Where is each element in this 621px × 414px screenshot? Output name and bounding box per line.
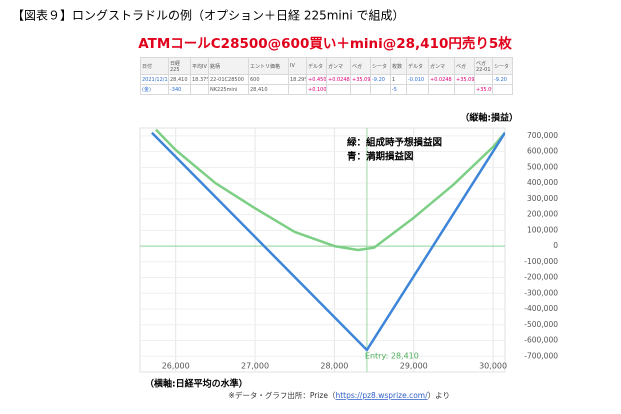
cell (350, 84, 371, 95)
footer-link[interactable]: https://pz8.wsprize.com/ (335, 391, 428, 400)
column-header: IV (288, 57, 307, 75)
y-tick-label: -700,000 (524, 351, 558, 360)
y-tick-label: -500,000 (524, 320, 558, 329)
figure-title: 【図表９】ロングストラドルの例（オプション＋日経 225mini で組成） (12, 9, 405, 23)
legend-entry: 青：満期損益図 (347, 151, 414, 163)
y-tick-label: 100,000 (527, 225, 558, 234)
y-tick-label: -100,000 (524, 257, 558, 266)
column-header: 枚数 (390, 57, 407, 75)
cell: 1 (390, 74, 407, 85)
y-tick-label: 400,000 (527, 178, 558, 187)
cell (288, 84, 307, 95)
column-header: ベガ (454, 57, 475, 75)
x-tick-label: 29,000 (400, 362, 428, 371)
cell: 18.29% (288, 74, 307, 85)
series-line (155, 128, 505, 252)
column-header: デルタ (306, 57, 327, 75)
cell: +0.450 (306, 74, 327, 85)
footer-suffix: ）より (428, 391, 450, 400)
cell: 2021/12/10 (140, 74, 169, 85)
y-axis-label: （縦軸:損益） (460, 112, 518, 124)
column-header: シータ (492, 57, 513, 75)
cell: +0.100 (306, 84, 327, 95)
x-tick-label: 27,000 (241, 362, 269, 371)
y-tick-label: -200,000 (524, 273, 558, 282)
cell: 28,410 (248, 84, 289, 95)
greeks-table: 日付 日経225 平均IV 銘柄 エントリ価格 IV デルタ ガンマ ベガ シータ 枚数 デルタ ガンマ… (140, 57, 513, 95)
cell (406, 84, 429, 95)
cell: +0.0248 (326, 74, 351, 85)
cell: -5 (390, 84, 407, 95)
y-tick-label: 500,000 (527, 162, 558, 171)
x-tick-label: 28,000 (320, 362, 348, 371)
cell: 22-01C28500 (208, 74, 249, 85)
column-header: ガンマ (326, 57, 351, 75)
y-tick-label: 0 (553, 241, 558, 250)
entry-label: Entry: 28,410 (365, 352, 419, 361)
column-header: 銘柄 (208, 57, 249, 75)
x-tick-label: 30,000 (479, 362, 507, 371)
cell (492, 84, 513, 95)
cell: 600 (248, 74, 289, 85)
cell: +0.0248 (428, 74, 455, 85)
series-line (151, 131, 505, 352)
cell: -9.20 (492, 74, 513, 85)
y-tick-label: -600,000 (524, 336, 558, 345)
cell (428, 84, 455, 95)
column-header: ベガ (350, 57, 371, 75)
y-tick-label: 600,000 (527, 147, 558, 156)
cell (326, 84, 351, 95)
x-tick-label: 26,000 (162, 362, 190, 371)
chart-title: ATMコールC28500@600買い＋mini@28,410円売り5枚 (138, 35, 512, 52)
cell: +35.09 (474, 84, 493, 95)
data-row: 2021/12/1028,41018.37%22-01C2850060018.2… (140, 74, 513, 85)
column-header: 平均IV (190, 57, 209, 75)
cell: -0.010 (406, 74, 429, 85)
column-header: 日付 (140, 57, 169, 75)
column-header: ベガ22-01 (474, 57, 493, 75)
column-header: 日経225 (168, 57, 191, 75)
plot-area (139, 127, 506, 373)
y-tick-label: -400,000 (524, 304, 558, 313)
cell: 18.37% (190, 74, 209, 85)
column-header: エントリ価格 (248, 57, 289, 75)
legend-entry: 緑：組成時予想損益図 (347, 137, 442, 149)
column-header: デルタ (406, 57, 429, 75)
cell (370, 84, 391, 95)
cell: -340 (168, 84, 191, 95)
y-tick-label: 300,000 (527, 194, 558, 203)
y-tick-label: -300,000 (524, 288, 558, 297)
y-tick-label: 700,000 (527, 131, 558, 140)
footer: ※データ・グラフ出所：Prize（https://pz8.wsprize.com… (229, 390, 450, 400)
cell: NK225mini (208, 84, 249, 95)
header-row: 日付 日経225 平均IV 銘柄 エントリ価格 IV デルタ ガンマ ベガ シータ 枚数 デルタ ガンマ… (140, 57, 513, 75)
x-axis-label: （横軸:日経平均の水準） (145, 378, 248, 390)
cell (454, 84, 475, 95)
column-header: シータ (370, 57, 391, 75)
cell: +35.09 (454, 74, 475, 85)
cell: 28,410 (168, 74, 191, 85)
y-tick-label: 200,000 (527, 210, 558, 219)
column-header: ガンマ (428, 57, 455, 75)
cell: +35.09 (350, 74, 371, 85)
cell (190, 84, 209, 95)
plot (140, 128, 505, 372)
footer-prefix: ※データ・グラフ出所：Prize（ (229, 390, 336, 400)
cell (474, 74, 493, 85)
cell: -9.20 (370, 74, 391, 85)
cell: (金) (140, 84, 169, 95)
